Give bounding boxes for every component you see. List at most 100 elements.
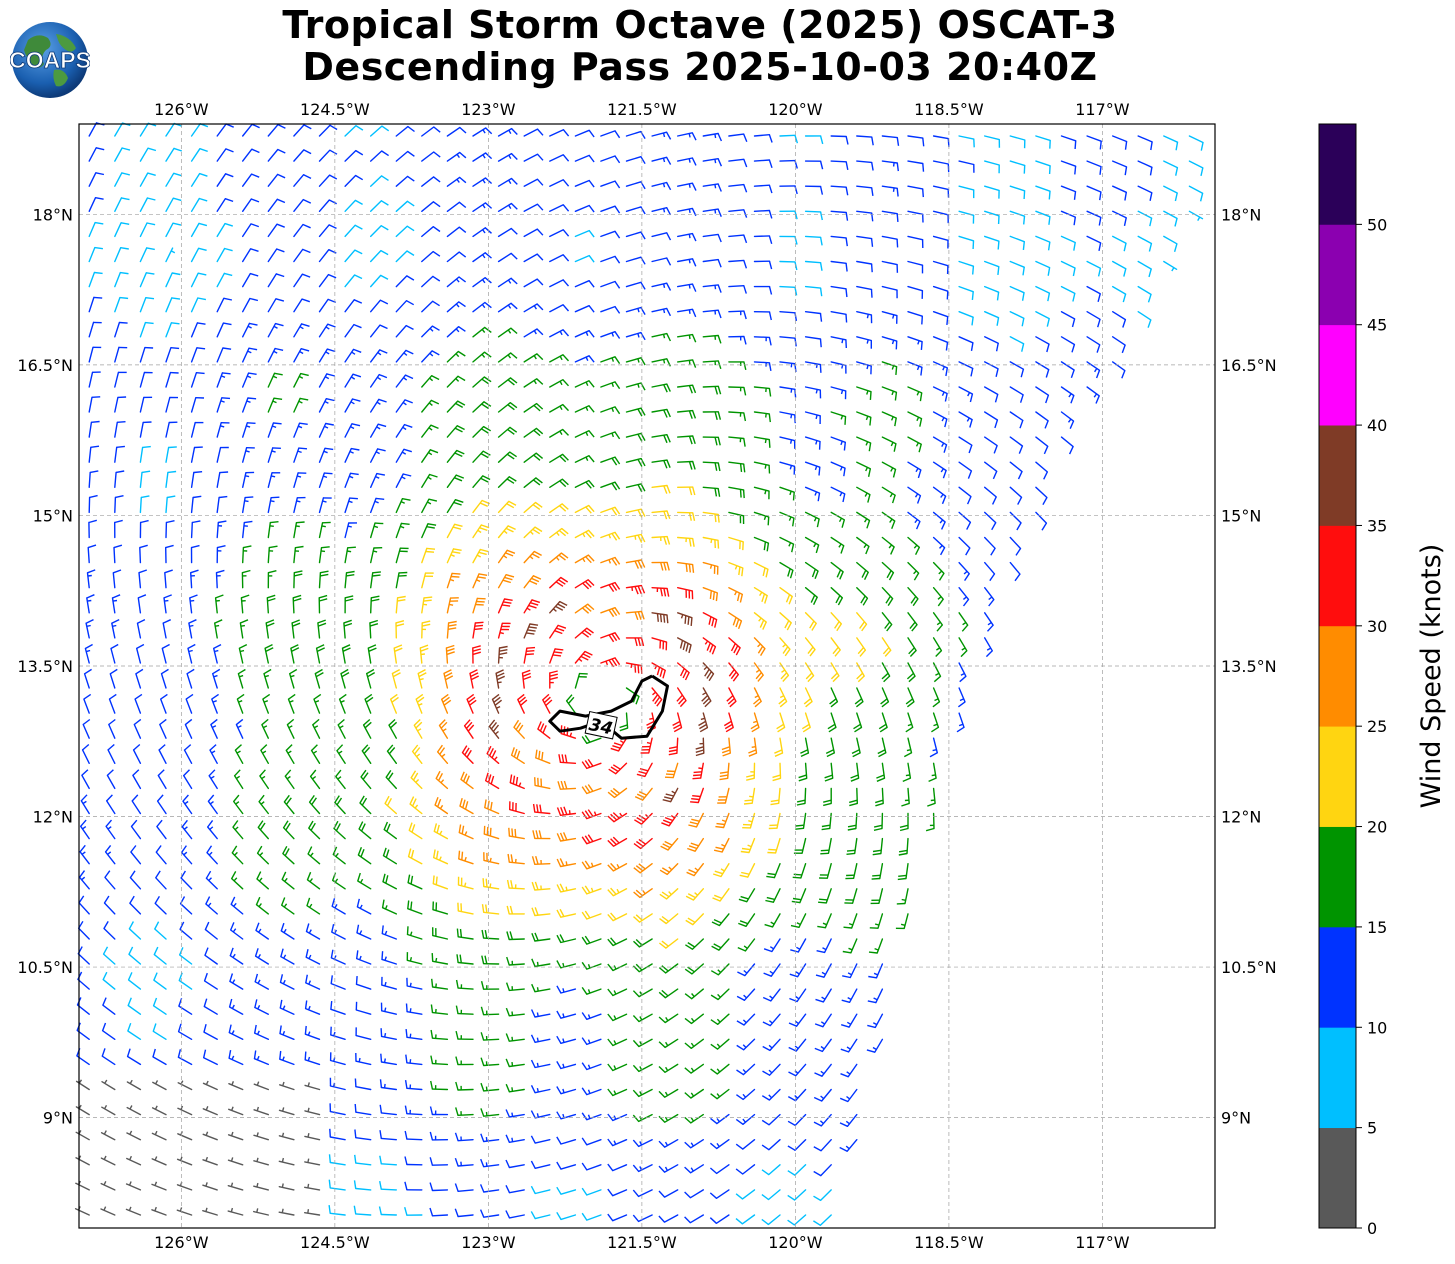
wind-barb	[574, 129, 595, 138]
wind-barb	[549, 229, 570, 238]
wind-barb	[230, 896, 244, 915]
wind-barb	[634, 812, 653, 825]
wind-barb	[1009, 386, 1024, 403]
wind-barb	[253, 1050, 269, 1066]
wind-barb	[135, 643, 145, 664]
wind-barb	[896, 888, 909, 905]
wind-barb	[318, 570, 329, 589]
wind-barb	[804, 361, 822, 373]
wind-barb	[202, 1156, 218, 1166]
wind-barb	[549, 428, 569, 438]
wind-barb	[293, 372, 309, 388]
wind-barb	[395, 620, 405, 639]
wind-barb	[180, 845, 193, 865]
wind-barb	[88, 172, 105, 187]
wind-barb	[932, 486, 947, 505]
wind-barb	[768, 812, 781, 830]
wind-barb	[698, 712, 709, 733]
wind-barb	[202, 1131, 218, 1141]
wind-barb	[795, 812, 807, 830]
colorbar-frame	[1318, 123, 1357, 1229]
wind-barb	[238, 643, 248, 664]
wind-barb	[600, 406, 621, 415]
wind-barb	[767, 837, 781, 854]
wind-barb	[331, 898, 346, 915]
colorbar-bin-9	[1319, 224, 1356, 326]
wind-barb	[81, 743, 90, 764]
wind-barb	[216, 222, 234, 238]
wind-barb	[267, 521, 279, 539]
wind-barb	[932, 461, 947, 479]
wind-barb	[728, 561, 744, 577]
wind-barb	[126, 1105, 142, 1116]
wind-barb	[625, 206, 646, 215]
wind-barb	[256, 871, 269, 890]
wind-barb	[227, 1182, 244, 1191]
wind-barb	[1163, 235, 1178, 252]
wind-barb	[267, 322, 284, 338]
lat-label-right-0: 18°N	[1221, 205, 1261, 224]
wind-barb	[383, 821, 397, 840]
wind-barb	[445, 644, 455, 664]
wind-barb	[984, 285, 1000, 301]
wind-barb	[1086, 386, 1100, 404]
wind-barb	[715, 812, 730, 829]
wind-barb	[227, 1207, 244, 1216]
wind-barb	[293, 149, 312, 162]
wind-barb	[728, 612, 743, 630]
wind-barb	[344, 249, 363, 263]
wind-barb	[685, 938, 704, 950]
wind-barb	[984, 511, 997, 531]
wind-barb	[824, 762, 834, 782]
wind-barb	[772, 762, 782, 782]
lon-label-bottom-2: 123°W	[461, 1233, 516, 1252]
wind-barb	[370, 200, 389, 213]
wind-barb	[710, 1038, 730, 1050]
wind-barb	[574, 280, 595, 288]
wind-barb	[753, 209, 773, 219]
wind-barb	[958, 160, 975, 173]
wind-barb	[710, 1013, 730, 1026]
wind-barb	[880, 687, 890, 708]
wind-barb	[906, 662, 916, 683]
wind-barb	[483, 852, 500, 865]
wind-barb	[1060, 135, 1077, 150]
wind-barb	[1035, 210, 1051, 225]
wind-barb	[984, 336, 999, 352]
wind-barb	[227, 1131, 244, 1141]
wind-barb	[1009, 311, 1025, 327]
wind-barb	[535, 749, 551, 764]
wind-barb	[252, 1208, 269, 1216]
wind-barb	[830, 185, 849, 196]
wind-barb	[114, 445, 125, 463]
wind-barb	[454, 1157, 474, 1167]
wind-barb	[600, 506, 621, 516]
wind-barb	[523, 427, 544, 438]
wind-barb	[1163, 210, 1178, 227]
wind-barb	[549, 453, 569, 463]
wind-barb	[932, 336, 949, 351]
wind-barb	[581, 1212, 602, 1221]
wind-barb	[508, 827, 525, 840]
wind-barb	[854, 687, 864, 708]
wind-barb	[1111, 160, 1128, 176]
wind-barb	[497, 327, 518, 338]
wind-barb	[788, 1013, 807, 1027]
wind-barb	[497, 426, 518, 438]
wind-barb	[88, 494, 98, 514]
wind-barb	[804, 461, 821, 476]
wind-barb	[1009, 336, 1025, 352]
wind-barb	[88, 445, 100, 463]
wind-barb	[216, 123, 234, 137]
wind-barb	[702, 662, 715, 682]
wind-barb	[241, 569, 251, 589]
wind-barb	[753, 386, 772, 397]
wind-barb	[139, 247, 155, 263]
wind-barb	[736, 1063, 756, 1076]
wind-barb	[625, 130, 646, 139]
wind-barb	[574, 154, 595, 163]
wind-barb	[370, 595, 380, 614]
wind-barb	[139, 172, 156, 187]
wind-barb	[901, 787, 910, 807]
wind-barb	[549, 304, 570, 313]
